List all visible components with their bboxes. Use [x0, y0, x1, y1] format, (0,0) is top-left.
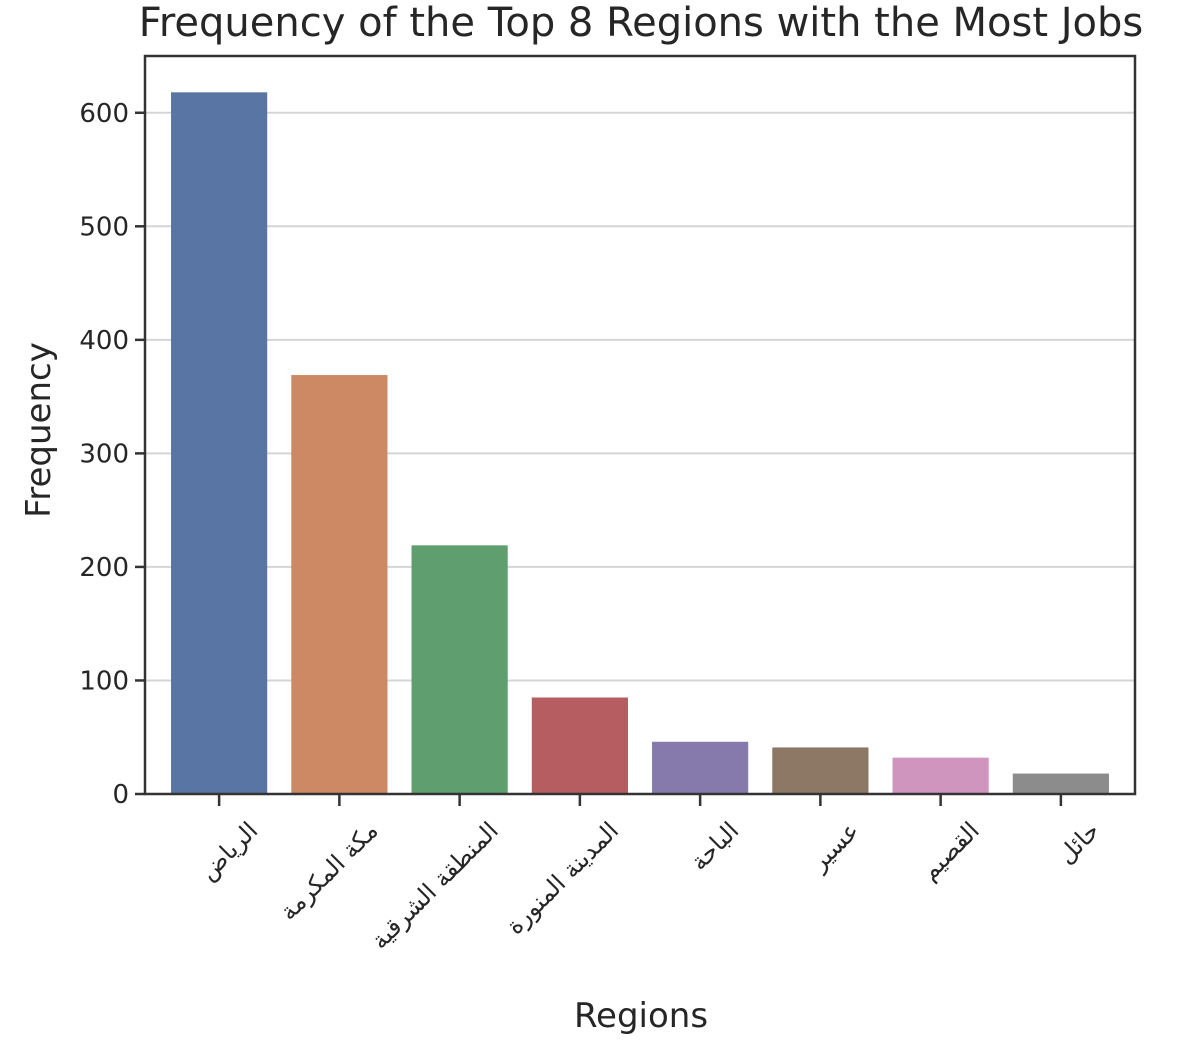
bar: [531, 697, 628, 794]
bar: [652, 741, 749, 794]
bar: [171, 92, 268, 795]
x-tick-label: الرياض: [194, 816, 263, 885]
x-tick-label: المنطقة الشرقية: [366, 816, 504, 954]
y-tick-label: 300: [79, 439, 129, 469]
x-tick-label: الباحة: [685, 816, 745, 876]
y-axis-ticks: 0 100 200 300 400 500 600: [79, 99, 145, 810]
x-tick-label: مكة المكرمة: [274, 816, 383, 925]
y-tick-label: 200: [79, 553, 129, 583]
bar: [1012, 773, 1109, 794]
x-tick-label: حائل: [1052, 816, 1105, 869]
x-tick-label: القصيم: [915, 816, 984, 885]
bar: [411, 545, 508, 794]
bar: [291, 375, 388, 794]
y-axis-label: Frequency: [19, 342, 59, 518]
bar: [892, 757, 989, 794]
x-axis-label: Regions: [574, 996, 708, 1036]
plot-frame: [143, 54, 1137, 796]
y-tick-label: 100: [79, 666, 129, 696]
y-tick-label: 600: [79, 99, 129, 129]
x-tick-label: المدينة المنورة: [501, 816, 624, 939]
chart-title: Frequency of the Top 8 Regions with the …: [139, 0, 1144, 46]
bars: [171, 92, 1109, 795]
bar: [772, 747, 869, 794]
y-tick-label: 500: [79, 212, 129, 242]
x-tick-label: عسير: [804, 816, 864, 876]
y-tick-label: 0: [112, 780, 129, 810]
y-tick-label: 400: [79, 326, 129, 356]
